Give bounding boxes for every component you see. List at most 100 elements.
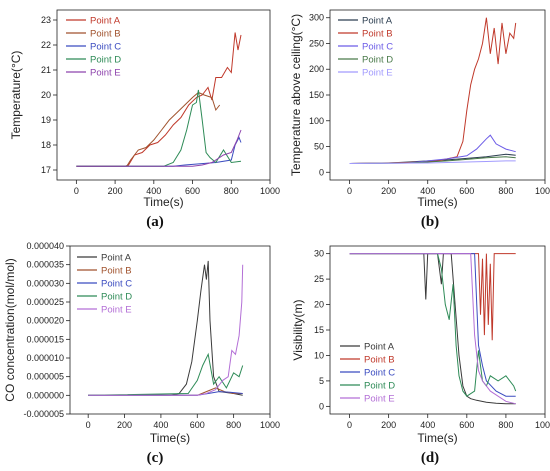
- x-tick-label: 1000: [535, 186, 550, 196]
- legend-label: Point E: [364, 394, 395, 405]
- legend-label: Point B: [362, 29, 393, 40]
- y-tick-label: 0.000040: [26, 241, 64, 251]
- y-tick-label: 0.000035: [26, 260, 64, 270]
- x-tick-label: 400: [420, 420, 435, 430]
- series-line-point-a: [76, 32, 242, 167]
- y-tick-label: 50: [314, 142, 324, 152]
- x-tick-label: 800: [224, 186, 239, 196]
- y-tick-label: 23: [41, 15, 51, 25]
- legend-label: Point B: [101, 266, 132, 277]
- x-axis-label: Time(s): [150, 431, 190, 445]
- y-tick-label: 18: [41, 140, 51, 150]
- legend-label: Point C: [362, 42, 393, 53]
- x-axis-label: Time(s): [417, 431, 457, 445]
- y-tick-label: 30: [314, 249, 324, 259]
- x-tick-label: 600: [190, 420, 205, 430]
- x-tick-label: 200: [381, 186, 396, 196]
- x-tick-label: 600: [459, 420, 474, 430]
- x-tick-label: 0: [347, 186, 352, 196]
- legend-label: Point D: [101, 292, 132, 303]
- panel-tag: (c): [147, 450, 164, 466]
- x-tick-label: 800: [498, 420, 513, 430]
- panel-tag: (d): [421, 450, 439, 466]
- plot-frame: [69, 245, 271, 415]
- series-line-point-d: [349, 253, 517, 397]
- series-line-point-c: [349, 134, 516, 164]
- series-line-point-b: [76, 91, 221, 167]
- y-tick-label: 300: [309, 13, 324, 23]
- series-line-point-e: [88, 264, 244, 396]
- legend-label: Point E: [90, 68, 121, 79]
- y-axis-label: Temperature above ceiling(°C): [289, 14, 303, 176]
- y-tick-label: 21: [41, 65, 51, 75]
- y-tick-label: 200: [309, 64, 324, 74]
- legend-label: Point C: [101, 279, 132, 290]
- x-axis-label: Time(s): [417, 195, 457, 209]
- y-tick-label: 0.000000: [26, 390, 64, 400]
- x-tick-label: 400: [153, 420, 168, 430]
- x-tick-label: 200: [381, 420, 396, 430]
- y-tick-label: 20: [314, 300, 324, 310]
- x-tick-label: 400: [420, 186, 435, 196]
- panel-tag: (a): [146, 214, 164, 230]
- legend-label: Point D: [90, 55, 121, 66]
- x-tick-label: 0: [74, 186, 79, 196]
- y-tick-label: 250: [309, 38, 324, 48]
- legend-label: Point B: [90, 29, 121, 40]
- legend-label: Point C: [90, 42, 121, 53]
- y-tick-label: -0.000005: [23, 409, 64, 419]
- y-axis-label: CO concentration(mol/mol): [3, 258, 17, 401]
- y-tick-label: 19: [41, 115, 51, 125]
- y-tick-label: 25: [314, 274, 324, 284]
- series-line-point-e: [76, 129, 242, 167]
- legend-label: Point A: [364, 342, 395, 353]
- x-tick-label: 400: [146, 186, 161, 196]
- legend-label: Point E: [101, 305, 132, 316]
- y-tick-label: 15: [314, 325, 324, 335]
- legend-label: Point D: [364, 381, 395, 392]
- x-tick-label: 800: [226, 420, 241, 430]
- y-tick-label: 17: [41, 165, 51, 175]
- legend-label: Point B: [364, 355, 395, 366]
- legend-label: Point A: [101, 253, 132, 264]
- y-tick-label: 150: [309, 90, 324, 100]
- series-line-point-d: [76, 89, 242, 167]
- legend-label: Point A: [90, 16, 121, 27]
- y-tick-label: 0: [319, 167, 324, 177]
- y-tick-label: 0.000005: [26, 372, 64, 382]
- y-tick-label: 0.000015: [26, 334, 64, 344]
- y-tick-label: 5: [319, 376, 324, 386]
- x-tick-label: 600: [459, 186, 474, 196]
- x-tick-label: 0: [86, 420, 91, 430]
- y-tick-label: 0.000010: [26, 353, 64, 363]
- legend-label: Point A: [362, 16, 393, 27]
- series-line-point-b: [349, 17, 517, 164]
- legend-label: Point C: [364, 368, 395, 379]
- plot-frame: [329, 245, 546, 415]
- series-line-point-b: [349, 253, 516, 341]
- x-tick-label: 1000: [535, 420, 550, 430]
- x-tick-label: 0: [347, 420, 352, 430]
- x-tick-label: 1000: [260, 186, 280, 196]
- y-tick-label: 10: [314, 350, 324, 360]
- x-tick-label: 200: [108, 186, 123, 196]
- y-axis-label: Temperature(°C): [9, 51, 23, 140]
- legend-label: Point E: [362, 68, 393, 79]
- panel-tag: (b): [421, 214, 439, 230]
- x-tick-label: 1000: [260, 420, 280, 430]
- y-tick-label: 0.000025: [26, 297, 64, 307]
- series-line-point-e: [349, 160, 516, 164]
- y-tick-label: 20: [41, 90, 51, 100]
- legend-label: Point D: [362, 55, 393, 66]
- y-tick-label: 0: [319, 401, 324, 411]
- y-tick-label: 0.000020: [26, 316, 64, 326]
- series-line-point-d: [88, 352, 244, 396]
- x-tick-label: 600: [185, 186, 200, 196]
- x-tick-label: 800: [498, 186, 513, 196]
- x-axis-label: Time(s): [143, 195, 183, 209]
